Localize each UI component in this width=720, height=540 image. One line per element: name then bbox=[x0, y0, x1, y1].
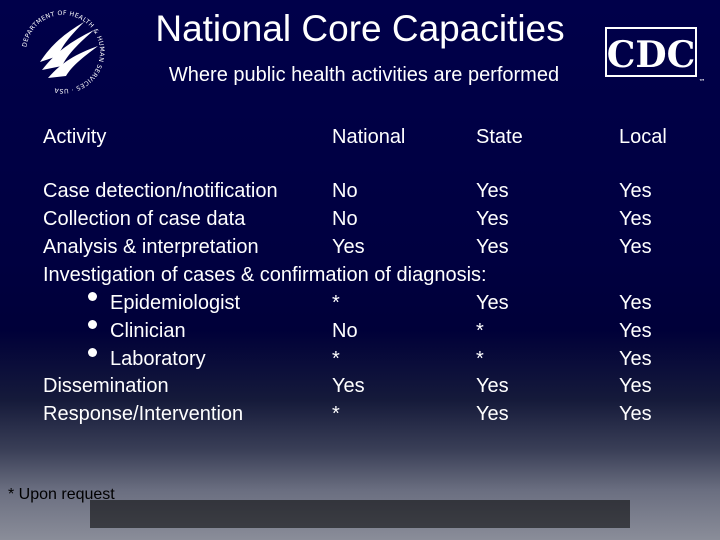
state-cell: Yes bbox=[476, 403, 509, 425]
table-row: Collection of case data No Yes Yes bbox=[0, 208, 720, 236]
local-cell: Yes bbox=[619, 403, 652, 425]
slide-title: National Core Capacities bbox=[155, 8, 565, 49]
activity-cell: Analysis & interpretation bbox=[43, 236, 259, 258]
local-cell: Yes bbox=[619, 292, 652, 314]
table-row: Clinician No * Yes bbox=[0, 320, 720, 348]
table-row: Case detection/notification No Yes Yes bbox=[0, 180, 720, 208]
table-row-investigation: Investigation of cases & confirmation of… bbox=[0, 264, 720, 292]
table-row: Laboratory * * Yes bbox=[0, 348, 720, 376]
local-cell: Yes bbox=[619, 236, 652, 258]
table-row: Response/Intervention * Yes Yes bbox=[0, 403, 720, 431]
national-cell: Yes bbox=[332, 375, 365, 397]
national-cell: No bbox=[332, 180, 358, 202]
bullet-icon bbox=[88, 348, 97, 357]
table-header-row: Activity National State Local bbox=[0, 126, 720, 154]
activity-cell: Collection of case data bbox=[43, 208, 246, 230]
activity-cell: Laboratory bbox=[110, 348, 206, 370]
bottom-shadow-box bbox=[90, 500, 630, 528]
bullet-icon bbox=[88, 320, 97, 329]
state-cell: Yes bbox=[476, 208, 509, 230]
national-cell: No bbox=[332, 208, 358, 230]
column-header-national: National bbox=[332, 126, 406, 148]
national-cell: No bbox=[332, 320, 358, 342]
hhs-eagle-seal-icon: DEPARTMENT OF HEALTH & HUMAN SERVICES · … bbox=[21, 10, 104, 94]
column-header-activity: Activity bbox=[43, 126, 107, 148]
footnote: * Upon request bbox=[8, 486, 115, 503]
column-header-state: State bbox=[476, 126, 523, 148]
local-cell: Yes bbox=[619, 208, 652, 230]
svg-text:™: ™ bbox=[699, 78, 706, 86]
state-cell: Yes bbox=[476, 180, 509, 202]
state-cell: Yes bbox=[476, 292, 509, 314]
national-cell: * bbox=[332, 348, 340, 370]
local-cell: Yes bbox=[619, 375, 652, 397]
state-cell: * bbox=[476, 320, 484, 342]
national-cell: * bbox=[332, 292, 340, 314]
local-cell: Yes bbox=[619, 180, 652, 202]
cdc-logo-icon: CDC ™ bbox=[605, 27, 706, 86]
activity-cell: Epidemiologist bbox=[110, 292, 241, 314]
table-row: Dissemination Yes Yes Yes bbox=[0, 375, 720, 403]
activity-cell: Clinician bbox=[110, 320, 186, 342]
state-cell: Yes bbox=[476, 236, 509, 258]
local-cell: Yes bbox=[619, 348, 652, 370]
local-cell: Yes bbox=[619, 320, 652, 342]
national-cell: Yes bbox=[332, 236, 365, 258]
activity-cell: Response/Intervention bbox=[43, 403, 244, 425]
table-row: Analysis & interpretation Yes Yes Yes bbox=[0, 236, 720, 264]
state-cell: Yes bbox=[476, 375, 509, 397]
column-header-local: Local bbox=[619, 126, 667, 148]
national-cell: * bbox=[332, 403, 340, 425]
table-row: Epidemiologist * Yes Yes bbox=[0, 292, 720, 320]
activity-cell: Case detection/notification bbox=[43, 180, 278, 202]
bullet-icon bbox=[88, 292, 97, 301]
activity-cell: Dissemination bbox=[43, 375, 169, 397]
activity-cell: Investigation of cases & confirmation of… bbox=[43, 264, 487, 286]
slide-subtitle: Where public health activities are perfo… bbox=[168, 64, 560, 86]
state-cell: * bbox=[476, 348, 484, 370]
svg-text:CDC: CDC bbox=[607, 34, 696, 76]
